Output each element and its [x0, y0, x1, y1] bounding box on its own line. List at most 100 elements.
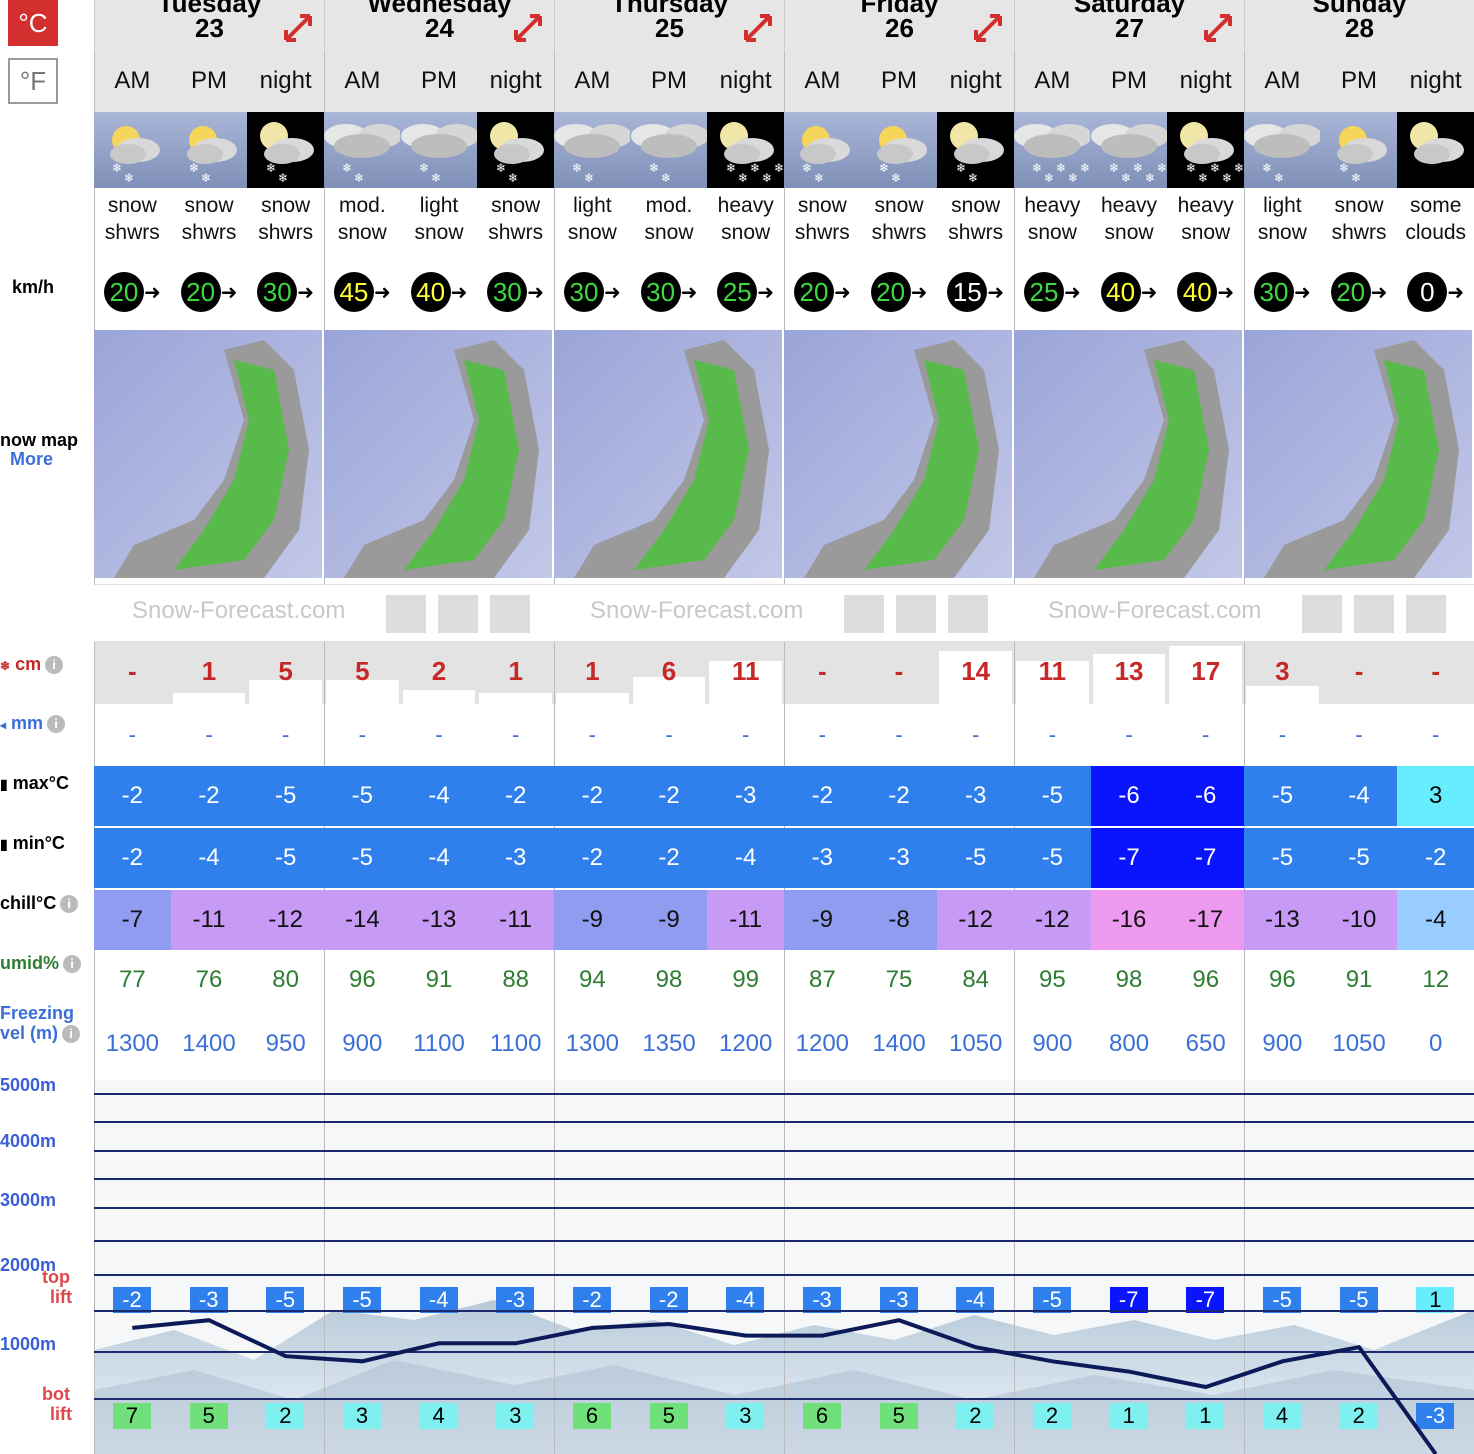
banner-text: Snow-Forecast.com: [1048, 597, 1262, 624]
altitude-line: [94, 1121, 1474, 1123]
day-header: Sunday 28: [1244, 0, 1474, 52]
wind-chill-cell: -8: [860, 890, 938, 950]
expand-icon[interactable]: [510, 10, 546, 46]
bot-lift-temp-badge: 2: [956, 1403, 995, 1429]
snow-shower-night-icon: ❄ ❄: [937, 112, 1015, 188]
expand-icon[interactable]: [740, 10, 776, 46]
snow-value: -: [818, 656, 827, 686]
rain-value: -: [1432, 722, 1440, 747]
max-temp-cell: -2: [630, 766, 708, 826]
rain-value: -: [818, 722, 826, 747]
top-lift-temp-badge: -5: [343, 1287, 381, 1313]
wind-cell: 40 ➜: [1091, 262, 1168, 322]
svg-text:❄: ❄: [1351, 171, 1361, 185]
svg-text:❄: ❄: [726, 161, 736, 175]
sun-icon: [948, 595, 988, 633]
snow-map-more-link[interactable]: More: [10, 449, 54, 469]
snow-map-image[interactable]: [1014, 330, 1242, 578]
freezing-level-value: 1300: [565, 1030, 620, 1057]
wind-speed-badge: 30: [1253, 272, 1294, 312]
altitude-2000: 2000m: [0, 1255, 57, 1275]
weather-icon-art: ❄❄: [489, 122, 544, 185]
day-name: Sunday: [1312, 0, 1407, 18]
wind-direction-arrow-icon: ➜: [1063, 281, 1081, 304]
expand-icon[interactable]: [1200, 10, 1236, 46]
bot-lift-temp-badge: 2: [266, 1403, 305, 1429]
snow-map-image[interactable]: [554, 330, 782, 578]
description-line: heavy: [1024, 194, 1081, 217]
max-temp-cell: -4: [400, 766, 478, 826]
description-line: snow: [874, 194, 924, 217]
wind-direction-arrow-icon: ➜: [603, 281, 621, 304]
info-icon[interactable]: i: [45, 656, 64, 675]
fahrenheit-button[interactable]: °F: [8, 58, 58, 104]
bot-lift-temp-badge: 5: [189, 1403, 228, 1429]
day-header: Wednesday 24: [324, 0, 554, 52]
wind-direction-arrow-icon: ➜: [220, 281, 238, 304]
weather-description: snow shwrs: [477, 192, 554, 248]
rain-value: -: [1278, 722, 1287, 747]
svg-text:❄: ❄: [1032, 161, 1042, 175]
period-label: PM: [190, 67, 227, 94]
arrow-icon: [1354, 595, 1394, 633]
freezing-level-value: 650: [1185, 1030, 1226, 1057]
wind-cell: 45 ➜: [324, 262, 401, 322]
weather-icon-art: [1409, 122, 1464, 164]
altitude-1000: 1000m: [0, 1334, 57, 1354]
day-number: 28: [1345, 13, 1374, 43]
wind-chill-cell: -16: [1090, 890, 1168, 950]
snow-value: -: [894, 656, 904, 686]
rain-value: -: [588, 722, 596, 747]
bot-lift-temp-badge: 4: [1263, 1403, 1302, 1429]
humidity-value: 80: [272, 966, 299, 993]
wind-cell: 30 ➜: [477, 262, 554, 322]
weather-description: snow shwrs: [937, 192, 1014, 248]
humidity-value: 96: [348, 966, 376, 993]
snow-map-image[interactable]: [94, 330, 322, 578]
celsius-button[interactable]: °C: [8, 0, 58, 46]
expand-icon[interactable]: [970, 10, 1006, 46]
freezing-level-value: 1400: [182, 1030, 236, 1057]
wind-chill-cell: -9: [784, 890, 861, 950]
snow-map-image[interactable]: [324, 330, 552, 578]
snow-amount-bar: [1092, 654, 1166, 704]
freezing-level-value: 1100: [489, 1030, 542, 1057]
weather-icon-art: ❄❄: [324, 124, 401, 185]
info-icon[interactable]: i: [62, 1025, 81, 1044]
wind-cell: 0 ➜: [1397, 262, 1474, 322]
snow-shower-day-icon: ❄ ❄: [860, 112, 938, 188]
bot-lift-temp-badge: 1: [1186, 1403, 1225, 1429]
description-line: mod.: [338, 194, 386, 217]
snow-amount-bar: [326, 680, 399, 704]
snow-map-image[interactable]: [1244, 330, 1472, 578]
snow-amount-bar: [479, 692, 552, 704]
min-temp-cell: -4: [170, 828, 248, 888]
altitude-4000: 4000m: [0, 1131, 57, 1151]
rain-value: -: [742, 722, 750, 747]
weather-description: snow shwrs: [171, 192, 248, 248]
wind-speed-badge: 20: [793, 272, 834, 312]
snow-map-image[interactable]: [784, 330, 1012, 578]
wind-direction-arrow-icon: ➜: [833, 281, 851, 304]
svg-text:❄: ❄: [762, 171, 772, 185]
info-icon[interactable]: i: [60, 895, 79, 914]
heavy-snow-night-icon: ❄ ❄ ❄ ❄ ❄: [1167, 112, 1245, 188]
expand-icon[interactable]: [280, 10, 316, 46]
svg-text:❄: ❄: [266, 161, 276, 175]
altitude-line-2000: [94, 1274, 1474, 1276]
japan-map-icon: [574, 340, 769, 578]
top-lift-temp-badge: -5: [266, 1287, 305, 1313]
svg-text:❄: ❄: [1056, 161, 1066, 175]
info-icon[interactable]: i: [63, 955, 82, 974]
humidity-value: 98: [1115, 966, 1143, 993]
weather-icon-art: ❄❄❄❄❄: [1091, 124, 1168, 185]
max-temp-cell: -6: [1090, 766, 1168, 826]
rain-value: -: [895, 722, 903, 747]
top-lift-temp-badge: -7: [1109, 1287, 1148, 1313]
description-line: snow: [1181, 221, 1231, 244]
day-divider: [554, 52, 555, 1454]
humidity-value: 76: [195, 966, 223, 993]
rain-value: -: [281, 722, 290, 747]
wind-speed-badge: 15: [947, 272, 988, 312]
info-icon[interactable]: i: [47, 715, 66, 734]
